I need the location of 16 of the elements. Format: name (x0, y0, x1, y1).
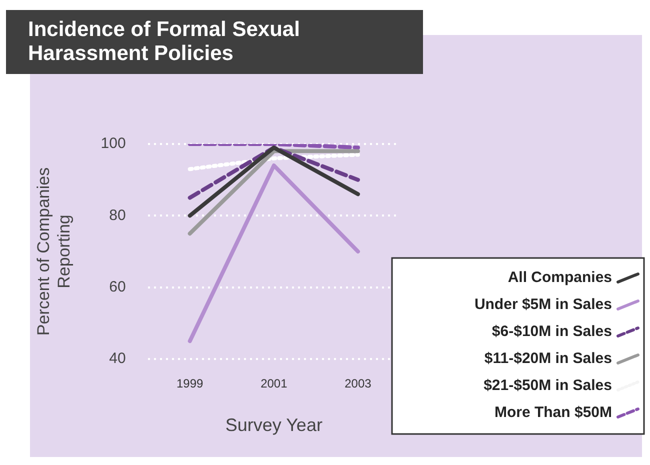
y-axis-title: Percent of Companies Reporting (34, 167, 74, 336)
y-tick-label: 60 (109, 278, 126, 296)
y-tick-label: 100 (100, 135, 126, 152)
y-tick-label: 80 (109, 206, 126, 224)
legend-label: Under $5M in Sales (474, 296, 612, 314)
legend-label: All Companies (508, 269, 612, 286)
x-tick-label: 1999 (176, 376, 204, 391)
legend-label: $21-$50M in Sales (484, 377, 612, 394)
y-tick-label: 40 (109, 350, 126, 368)
x-tick-label: 2003 (344, 376, 372, 391)
x-axis-title: Survey Year (225, 415, 322, 436)
x-tick-label: 2001 (260, 376, 288, 391)
legend-label: More Than $50M (494, 404, 612, 422)
legend-label: $11-$20M in Sales (484, 350, 612, 368)
legend-label: $6-$10M in Sales (492, 323, 612, 340)
chart-title: Incidence of Formal Sexual Harassment Policies (6, 10, 423, 74)
